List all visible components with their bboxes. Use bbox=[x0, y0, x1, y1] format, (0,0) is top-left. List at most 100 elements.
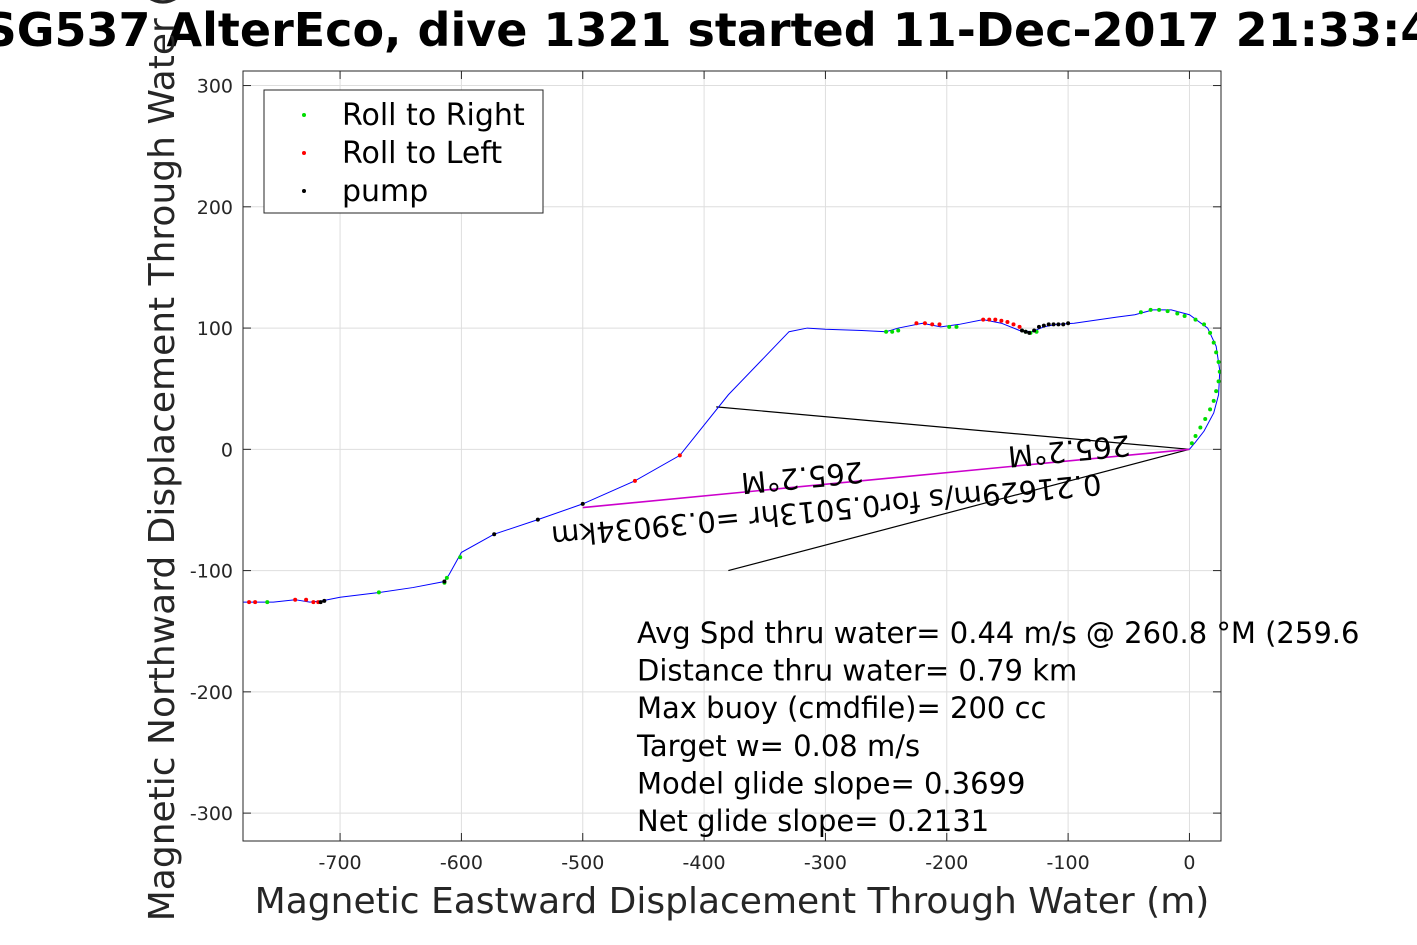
y-tick-labels: -300 -200 -100 0 100 200 300 bbox=[190, 76, 233, 826]
x-tick-label: -500 bbox=[561, 852, 604, 874]
plot-frame bbox=[242, 70, 1222, 842]
roll-left-point bbox=[914, 321, 919, 326]
pump-point bbox=[1036, 324, 1041, 329]
roll-right-point bbox=[954, 324, 959, 329]
grid-lines bbox=[243, 71, 1221, 841]
roll-left-point bbox=[981, 317, 986, 322]
roll-right-point bbox=[1202, 322, 1207, 327]
roll-right-point bbox=[1193, 317, 1198, 322]
pump-point bbox=[1066, 321, 1071, 326]
roll-right-point bbox=[1217, 369, 1221, 374]
legend-label-roll-right: Roll to Right bbox=[342, 98, 525, 133]
roll-right-point bbox=[1148, 307, 1153, 312]
roll-right-point bbox=[1198, 425, 1203, 430]
legend-marker-pump bbox=[302, 189, 306, 193]
roll-left-point bbox=[632, 478, 637, 483]
pump-point bbox=[442, 579, 447, 584]
roll-left-point bbox=[304, 597, 309, 602]
chart-title: SG537 AlterEco, dive 1321 started 11-Dec… bbox=[0, 3, 1417, 57]
y-axis-label: Magnetic Northward Displacement Through … bbox=[142, 0, 183, 921]
roll-left-point bbox=[311, 600, 316, 605]
y-tick-label: 200 bbox=[197, 197, 233, 219]
x-tick-label: -100 bbox=[1047, 852, 1090, 874]
y-tick-label: -200 bbox=[190, 682, 233, 704]
y-tick-label: -100 bbox=[190, 561, 233, 583]
x-tick-label: -700 bbox=[319, 852, 362, 874]
roll-left-point bbox=[937, 322, 942, 327]
x-tick-label: 0 bbox=[1183, 852, 1195, 874]
y-tick-label: 100 bbox=[197, 318, 233, 340]
roll-right-point bbox=[1182, 313, 1187, 318]
roll-left-point bbox=[677, 453, 682, 458]
pump-point bbox=[1020, 328, 1025, 333]
roll-right-point bbox=[896, 328, 901, 333]
roll-right-point bbox=[1216, 360, 1221, 365]
roll-left-point bbox=[999, 318, 1004, 323]
current-vector-line bbox=[582, 448, 1190, 509]
pump-point bbox=[1046, 322, 1051, 327]
roll-right-point bbox=[1208, 407, 1213, 412]
roll-right-point bbox=[1138, 310, 1143, 315]
annotation-line-3: Target w= 0.08 m/s bbox=[636, 729, 920, 763]
roll-right-point bbox=[1175, 311, 1180, 316]
x-tick-label: -200 bbox=[925, 852, 968, 874]
x-tick-label: -400 bbox=[683, 852, 726, 874]
roll-left-point bbox=[1017, 324, 1022, 329]
roll-left-point bbox=[930, 322, 935, 327]
x-tick-label: -600 bbox=[440, 852, 483, 874]
legend-label-pump: pump bbox=[342, 174, 428, 209]
x-tick-label: -300 bbox=[804, 852, 847, 874]
legend: Roll to Right Roll to Left pump bbox=[263, 89, 544, 214]
pump-point bbox=[1027, 330, 1032, 335]
y-tick-label: 300 bbox=[197, 76, 233, 98]
roll-right-point bbox=[1216, 379, 1221, 384]
y-tick-label: 0 bbox=[221, 439, 233, 461]
roll-right-point bbox=[1214, 350, 1219, 355]
roll-right-point bbox=[1193, 433, 1198, 438]
roll-right-point bbox=[884, 329, 889, 334]
roll-right-point bbox=[1189, 441, 1194, 446]
annotation-line-4: Model glide slope= 0.3699 bbox=[637, 766, 1025, 800]
data-series bbox=[243, 307, 1221, 605]
pump-point bbox=[1041, 323, 1046, 328]
annotation-line-2: Max buoy (cmdfile)= 200 cc bbox=[637, 691, 1046, 725]
pump-point bbox=[1023, 329, 1028, 334]
roll-left-point bbox=[1005, 320, 1010, 325]
pump-point bbox=[492, 532, 497, 537]
plot-area bbox=[243, 307, 1221, 605]
pump-point bbox=[1051, 322, 1056, 327]
roll-right-point bbox=[1165, 309, 1170, 314]
roll-left-point bbox=[993, 317, 998, 322]
pump-point bbox=[322, 598, 327, 603]
roll-left-point bbox=[1011, 322, 1016, 327]
x-tick-labels: -700 -600 -500 -400 -300 -200 -100 0 bbox=[319, 852, 1196, 874]
legend-label-roll-left: Roll to Left bbox=[342, 136, 502, 171]
roll-right-point bbox=[1157, 307, 1162, 312]
roll-right-point bbox=[265, 600, 270, 605]
pump-point bbox=[318, 600, 323, 605]
y-tick-label: -300 bbox=[190, 803, 233, 825]
roll-right-point bbox=[376, 590, 381, 595]
roll-right-point bbox=[947, 324, 952, 329]
annotation-line-5: Net glide slope= 0.2131 bbox=[637, 804, 989, 838]
roll-right-point bbox=[1211, 398, 1216, 403]
roll-right-point bbox=[1211, 340, 1216, 345]
pump-point bbox=[1056, 322, 1061, 327]
x-axis-label: Magnetic Eastward Displacement Through W… bbox=[255, 881, 1210, 922]
pump-point bbox=[535, 517, 540, 522]
roll-left-point bbox=[247, 600, 252, 605]
pump-point bbox=[580, 501, 585, 506]
roll-left-point bbox=[253, 600, 258, 605]
legend-box bbox=[263, 89, 544, 214]
roll-left-point bbox=[293, 597, 298, 602]
pump-point bbox=[1032, 328, 1037, 333]
legend-marker-roll-left bbox=[302, 151, 306, 155]
roll-right-point bbox=[1203, 417, 1208, 422]
roll-right-point bbox=[444, 575, 449, 580]
roll-left-point bbox=[922, 321, 927, 326]
pump-point bbox=[1061, 322, 1066, 327]
dive-summary-annotations: Avg Spd thru water= 0.44 m/s @ 260.8 °M … bbox=[636, 616, 1359, 838]
legend-marker-roll-right bbox=[302, 113, 306, 117]
annotation-line-1: Distance thru water= 0.79 km bbox=[637, 654, 1077, 688]
